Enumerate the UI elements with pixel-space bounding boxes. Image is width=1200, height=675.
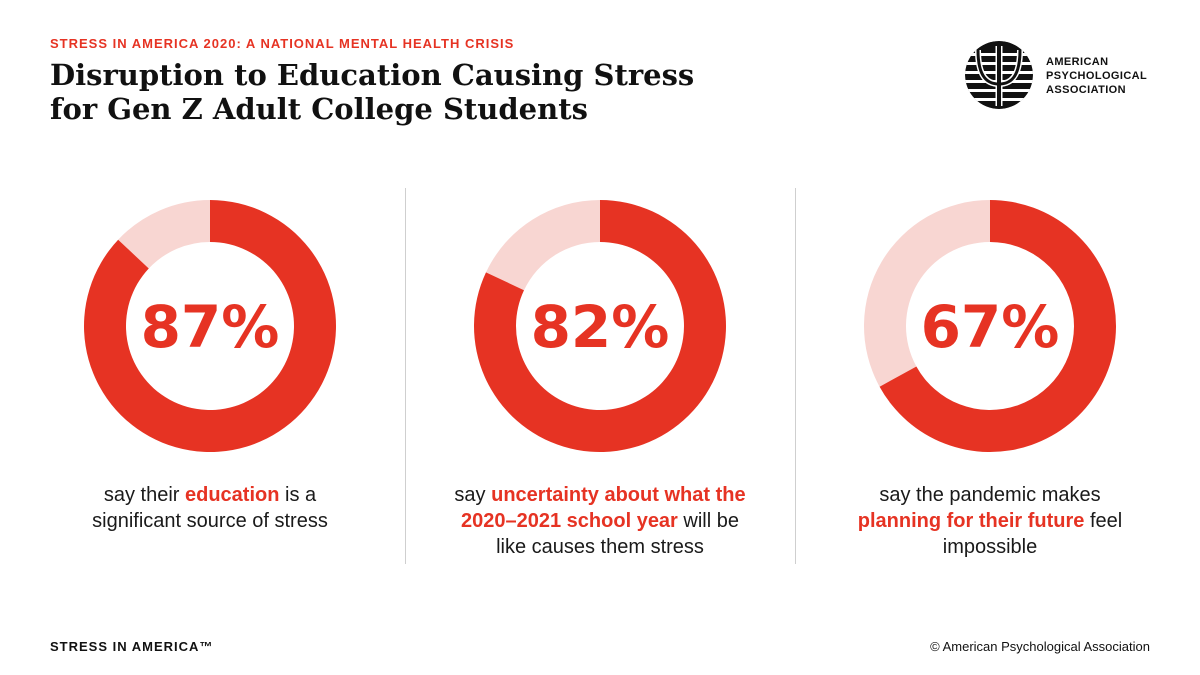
logo-line-1: AMERICAN xyxy=(1046,56,1109,68)
logo-line-3: ASSOCIATION xyxy=(1046,84,1126,96)
kicker: STRESS IN AMERICA 2020: A NATIONAL MENTA… xyxy=(50,36,515,51)
caption-highlight: planning for their future xyxy=(857,510,1085,532)
donut-value-slice xyxy=(474,200,726,452)
percentage-label: 82% xyxy=(531,293,670,361)
percentage-label: 87% xyxy=(141,293,280,361)
stat-caption: say uncertainty about what the 2020–2021… xyxy=(450,482,750,560)
title-line-2: for Gen Z Adult College Students xyxy=(50,92,588,126)
stat-panel: 82% say uncertainty about what the 2020–… xyxy=(450,198,750,560)
caption-highlight: education xyxy=(185,484,280,506)
caption-highlight: uncertainty about what the 2020–2021 sch… xyxy=(461,484,746,532)
page-title: Disruption to Education Causing Stress f… xyxy=(50,58,810,126)
donut-chart: 67% xyxy=(864,200,1116,452)
stat-caption: say their education is a significant sou… xyxy=(60,482,360,534)
donut-chart: 87% xyxy=(83,200,337,452)
psi-emblem-icon xyxy=(965,41,1033,109)
column-divider-2 xyxy=(795,188,796,564)
caption-text: feel impossible xyxy=(942,510,1123,558)
caption-text: say their xyxy=(103,484,185,506)
caption-text: will be like causes them stress xyxy=(496,510,739,558)
donut-remainder-slice xyxy=(485,200,600,291)
stat-caption: say the pandemic makes planning for thei… xyxy=(840,482,1140,560)
title-line-1: Disruption to Education Causing Stress xyxy=(50,58,695,92)
footer-copyright: © American Psychological Association xyxy=(930,639,1150,654)
donut-chart: 82% xyxy=(474,200,726,452)
caption-text: is a significant source of stress xyxy=(92,484,328,532)
column-divider-1 xyxy=(405,188,406,564)
caption-text: say xyxy=(454,484,492,506)
stat-panel: 87% say their education is a significant… xyxy=(60,198,360,534)
donut-value-slice xyxy=(83,200,337,452)
donut-remainder-slice xyxy=(118,200,210,269)
logo-wordmark: AMERICAN PSYCHOLOGICAL ASSOCIATION xyxy=(1046,55,1147,97)
donut-remainder-slice xyxy=(864,200,990,387)
logo-line-2: PSYCHOLOGICAL xyxy=(1046,70,1148,82)
donut-value-slice xyxy=(879,200,1116,452)
caption-text: say the pandemic makes xyxy=(879,484,1101,506)
percentage-label: 67% xyxy=(921,293,1060,361)
apa-logo: AMERICAN PSYCHOLOGICAL ASSOCIATION xyxy=(964,40,1164,110)
stat-panel: 67% say the pandemic makes planning for … xyxy=(840,198,1140,560)
footer-brand: STRESS IN AMERICA™ xyxy=(50,639,214,654)
